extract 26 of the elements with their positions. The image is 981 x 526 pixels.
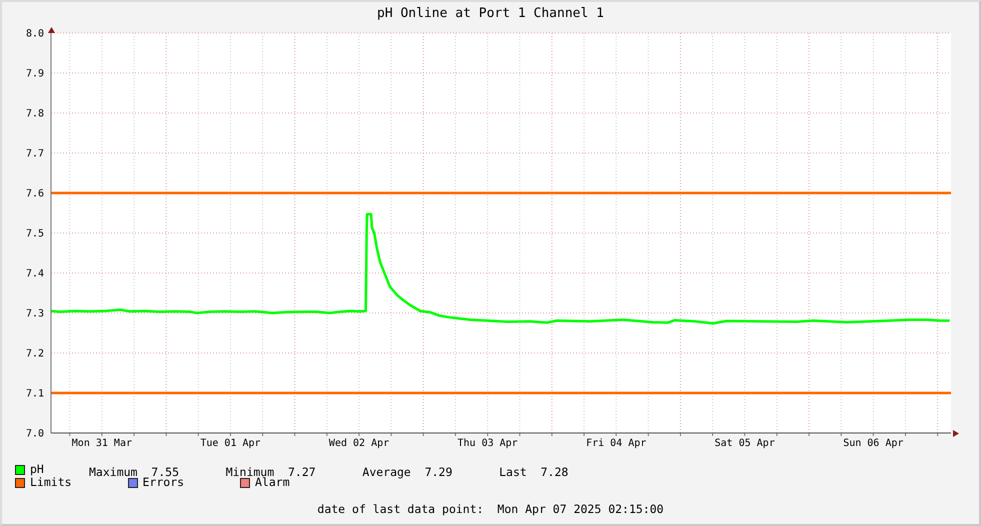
x-tick-label: Sat 05 Apr [714,438,775,450]
x-tick-label: Fri 04 Apr [586,438,646,450]
line-series [51,212,951,325]
x-tick-label: Wed 02 Apr [328,438,390,450]
x-tick-label: Mon 31 Mar [72,438,132,450]
legend-label: pH [30,462,44,476]
text: Last 7.28 [499,465,568,479]
y-tick-label: 7.3 [26,308,44,320]
text: Average 7.29 [362,465,452,479]
x-tick-label: Sun 06 Apr [843,438,904,450]
x-tick-label: Thu 03 Apr [458,438,518,450]
y-tick-label: 7.1 [26,388,44,400]
legend-label: Limits [30,475,72,489]
y-tick-label: 7.6 [26,188,44,200]
y-tick-label: 7.5 [26,228,44,240]
y-tick-label: 7.7 [26,148,44,160]
y-tick-label: 7.2 [26,348,44,360]
y-tick-label: 7.8 [26,108,44,120]
chart-title: pH Online at Port 1 Channel 1 [377,6,604,21]
y-tick-label: 7.0 [26,428,44,440]
x-tick-label: Tue 01 Apr [200,438,261,450]
y-tick-label: 8.0 [26,28,44,40]
text: date of last data point: Mon Apr 07 2025 02:15:00 [317,502,664,516]
y-tick-label: 7.4 [26,268,44,280]
y-tick-label: 7.9 [26,68,44,80]
legend-label: Alarm [255,475,290,489]
